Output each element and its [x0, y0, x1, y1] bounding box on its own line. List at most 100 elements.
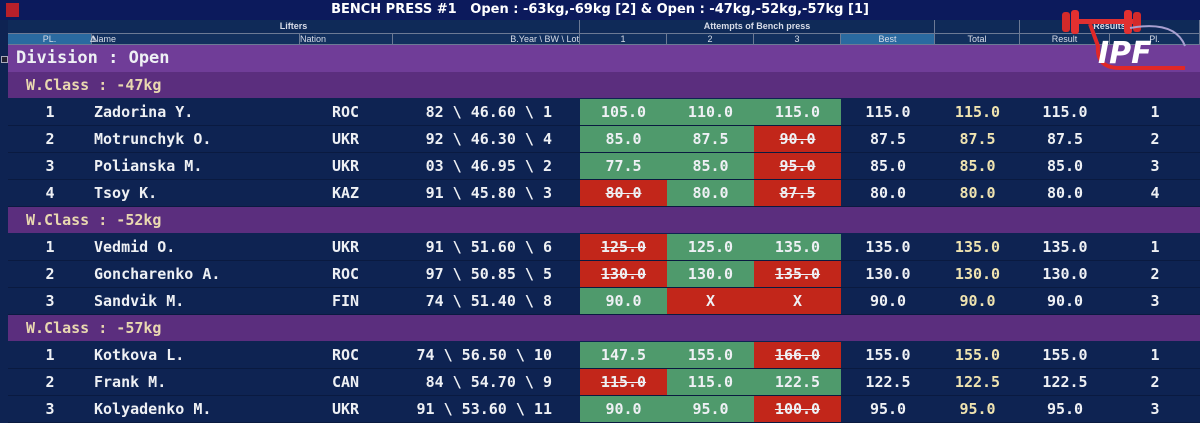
lifter-row[interactable]: 1 Kotkova L. ROC 74 \ 56.50 \ 10 147.5 155.0 1… [8, 342, 1200, 369]
lifter-info: 97 \ 50.85 \ 5 [425, 265, 552, 283]
weight-class-header: W.Class : -57kg [8, 315, 1200, 341]
lifter-nation: UKR [332, 238, 360, 256]
app-icon[interactable] [6, 3, 19, 17]
row-pl: 3 [45, 157, 55, 175]
lifter-row[interactable]: 2 Goncharenko A. ROC 97 \ 50.85 \ 5 130.0 130… [8, 261, 1200, 288]
row-pl: 2 [45, 373, 55, 391]
result: 87.5 [1046, 130, 1084, 148]
lifter-nation: CAN [332, 373, 360, 391]
best-lift: 90.0 [869, 292, 907, 310]
best-lift: 122.5 [865, 373, 911, 391]
attempt-weight: 90.0 [779, 130, 816, 148]
lifter-info: 74 \ 51.40 \ 8 [425, 292, 552, 310]
attempt-2-good[interactable]: 125.0 [667, 234, 754, 260]
collapse-division-icon[interactable] [1, 56, 8, 63]
attempt-weight: 105.0 [600, 103, 647, 121]
attempt-1-good[interactable]: 85.0 [580, 126, 667, 152]
column-attempt-2[interactable]: 2 [667, 34, 754, 45]
best-lift: 135.0 [865, 238, 911, 256]
attempt-3-failed[interactable]: X [754, 288, 841, 314]
lifter-name: Polianska M. [94, 157, 203, 175]
column-byear-bw-lot[interactable]: B.Year \ BW \ Lot [393, 34, 580, 45]
attempt-3-good[interactable]: 122.5 [754, 369, 841, 395]
column-nation[interactable]: Nation [300, 34, 393, 45]
column-label: Nation [300, 34, 327, 44]
row-pl: 4 [45, 184, 55, 202]
lifter-nation: ROC [332, 265, 360, 283]
column-best[interactable]: Best [841, 34, 935, 45]
total: 85.0 [959, 157, 996, 175]
attempt-weight: 80.0 [605, 184, 642, 202]
place: 3 [1150, 400, 1160, 418]
attempt-3-failed[interactable]: 166.0 [754, 342, 841, 368]
attempt-weight: 147.5 [600, 346, 647, 364]
lifter-row[interactable]: 1 Zadorina Y. ROC 82 \ 46.60 \ 1 105.0 110.0 1… [8, 99, 1200, 126]
attempt-2-good[interactable]: 115.0 [667, 369, 754, 395]
attempt-1-good[interactable]: 105.0 [580, 99, 667, 125]
attempt-weight: 95.0 [779, 157, 816, 175]
attempt-1-good[interactable]: 77.5 [580, 153, 667, 179]
column-total[interactable]: Total [935, 34, 1020, 45]
lifter-name: Frank M. [94, 373, 167, 391]
lifter-info: 91 \ 45.80 \ 3 [425, 184, 552, 202]
attempt-2-failed[interactable]: X [667, 288, 754, 314]
column-attempt-1[interactable]: 1 [580, 34, 667, 45]
sort-ascending-icon[interactable]: Δ [90, 34, 97, 44]
result: 80.0 [1046, 184, 1084, 202]
row-pl: 1 [45, 238, 55, 256]
attempt-1-failed[interactable]: 130.0 [580, 261, 667, 287]
result: 122.5 [1042, 373, 1088, 391]
attempt-weight: 100.0 [774, 400, 821, 418]
attempt-1-failed[interactable]: 80.0 [580, 180, 667, 206]
lifter-row[interactable]: 2 Motrunchyk O. UKR 92 \ 46.30 \ 4 85.0 87.5 9… [8, 126, 1200, 153]
attempt-1-good[interactable]: 90.0 [580, 288, 667, 314]
column-name[interactable]: Name [92, 34, 300, 45]
lifter-row[interactable]: 3 Sandvik M. FIN 74 \ 51.40 \ 8 90.0 X X 90.0 90… [8, 288, 1200, 315]
lifter-nation: UKR [332, 130, 360, 148]
attempt-weight: 110.0 [687, 103, 734, 121]
attempt-weight: 130.0 [600, 265, 647, 283]
lifter-info: 82 \ 46.60 \ 1 [425, 103, 552, 121]
column-result[interactable]: Result [1020, 34, 1110, 45]
row-pl: 1 [45, 103, 55, 121]
lifter-row[interactable]: 2 Frank M. CAN 84 \ 54.70 \ 9 115.0 115.0 122.… [8, 369, 1200, 396]
column-pl[interactable]: PL. Δ [8, 34, 97, 45]
result: 95.0 [1046, 400, 1084, 418]
best-lift: 95.0 [869, 400, 907, 418]
attempt-3-failed[interactable]: 135.0 [754, 261, 841, 287]
lifter-row[interactable]: 3 Kolyadenko M. UKR 91 \ 53.60 \ 11 90.0 95.0… [8, 396, 1200, 423]
lifter-row[interactable]: 1 Vedmid O. UKR 91 \ 51.60 \ 6 125.0 125.0 135… [8, 234, 1200, 261]
attempt-2-good[interactable]: 130.0 [667, 261, 754, 287]
attempt-3-failed[interactable]: 95.0 [754, 153, 841, 179]
attempt-weight: 135.0 [774, 265, 821, 283]
attempt-weight: 125.0 [600, 238, 647, 256]
attempt-weight: 90.0 [605, 292, 642, 310]
attempt-2-good[interactable]: 95.0 [667, 396, 754, 422]
column-label: 3 [794, 34, 800, 44]
attempt-3-failed[interactable]: 87.5 [754, 180, 841, 206]
attempt-2-good[interactable]: 110.0 [667, 99, 754, 125]
attempt-2-good[interactable]: 80.0 [667, 180, 754, 206]
attempt-3-good[interactable]: 135.0 [754, 234, 841, 260]
column-label: Total [967, 34, 987, 44]
attempt-2-good[interactable]: 85.0 [667, 153, 754, 179]
lifter-row[interactable]: 4 Tsoy K. KAZ 91 \ 45.80 \ 3 80.0 80.0 87.5 80.… [8, 180, 1200, 207]
attempt-3-good[interactable]: 115.0 [754, 99, 841, 125]
attempt-3-failed[interactable]: 90.0 [754, 126, 841, 152]
attempt-2-good[interactable]: 155.0 [667, 342, 754, 368]
attempt-weight: 130.0 [687, 265, 734, 283]
lifter-row[interactable]: 3 Polianska M. UKR 03 \ 46.95 \ 2 77.5 85.0 95… [8, 153, 1200, 180]
attempt-weight: 77.5 [605, 157, 642, 175]
attempt-3-failed[interactable]: 100.0 [754, 396, 841, 422]
attempt-weight: 85.0 [692, 157, 729, 175]
column-label: 1 [620, 34, 626, 44]
attempt-1-failed[interactable]: 115.0 [580, 369, 667, 395]
attempt-1-good[interactable]: 90.0 [580, 396, 667, 422]
column-attempt-3[interactable]: 3 [754, 34, 841, 45]
attempt-1-good[interactable]: 147.5 [580, 342, 667, 368]
row-pl: 3 [45, 400, 55, 418]
group-blank [935, 20, 1020, 34]
attempt-2-good[interactable]: 87.5 [667, 126, 754, 152]
total: 155.0 [954, 346, 1001, 364]
attempt-1-failed[interactable]: 125.0 [580, 234, 667, 260]
